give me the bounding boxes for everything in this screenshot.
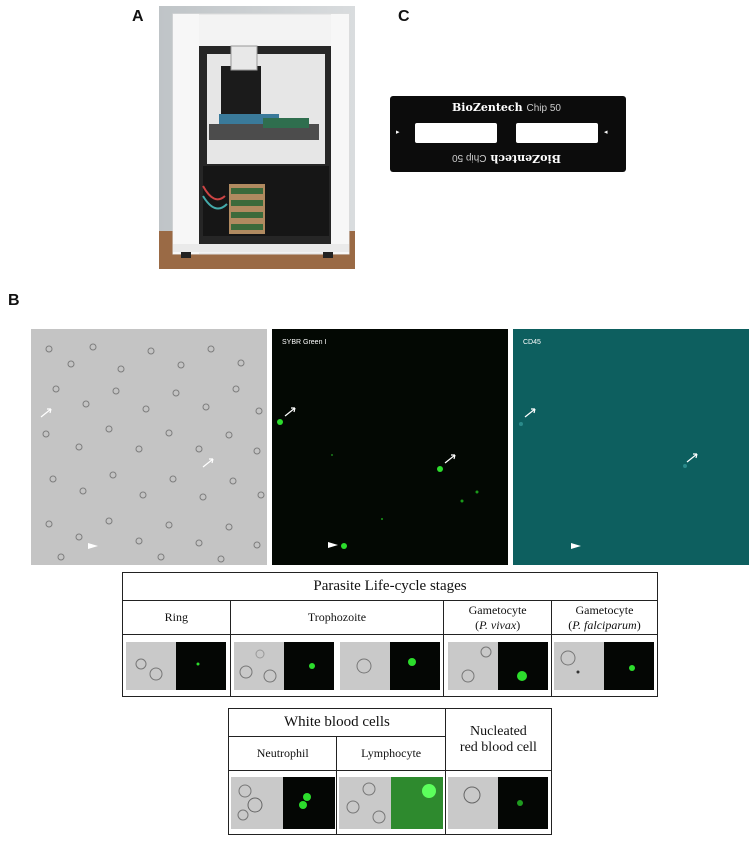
gametocyte-falciparum-fluorescence [604,641,655,690]
trophozoite-brightfield-1 [233,641,284,690]
header-gametocyte-falciparum: Gametocyte (P. falciparum) [550,600,659,635]
chip-brand-text-inverted: BioZentech [490,152,561,165]
gametocyte-falciparum-brightfield [554,641,605,690]
cd45-cells [519,408,698,549]
micrograph-sybr-green: SYBR Green I [272,329,508,565]
chip-brand-top: BioZentech Chip 50 [452,101,561,114]
chip-model-text: Chip 50 [526,103,561,114]
chip-brand-text: BioZentech [452,101,523,114]
lymphocyte-brightfield [339,776,392,829]
chip-window-left [415,123,497,143]
nrbc-images [444,770,553,835]
header-neutrophil: Neutrophil [227,736,338,771]
gametocyte-falciparum-images [550,634,659,697]
trophozoite-fluorescence-2 [389,641,440,690]
header-trophozoite: Trophozoite [229,600,445,635]
neutrophil-images [227,770,338,835]
gametocyte-vivax-fluorescence [497,641,548,690]
header-trophozoite-text: Trophozoite [307,610,367,624]
chip-arrow-left-icon: ▸ [396,129,400,136]
header-lymphocyte: Lymphocyte [336,736,446,771]
sybr-green-cells [277,407,479,549]
cd45-label: CD45 [523,339,541,346]
micrograph-brightfield [31,329,267,565]
nrbc-header: Nucleated red blood cell [444,708,553,771]
device-photo [159,6,355,269]
chip-arrow-right-icon: ◂ [604,129,608,136]
ring-brightfield [126,641,177,690]
chip-image: BioZentech Chip 50 ▸ ◂ BioZentech Chip 5… [390,96,626,172]
micrograph-cd45: CD45 [513,329,749,565]
header-gametocyte-vivax-line1: Gametocyte [468,602,527,617]
brightfield-cells [40,343,265,563]
chip-brand-bottom: BioZentech Chip 50 [452,152,561,165]
parasite-table-title: Parasite Life-cycle stages [122,572,658,601]
nrbc-header-line1: Nucleated [470,723,527,739]
panel-label-b: B [8,292,20,309]
panel-label-a: A [132,8,144,25]
gametocyte-vivax-images [443,634,552,697]
header-ring: Ring [122,600,231,635]
header-gametocyte-falciparum-species: P. falciparum [572,617,637,632]
parasite-table: Parasite Life-cycle stages Ring Trophozo… [122,572,659,697]
lymphocyte-fluorescence [391,776,444,829]
nrbc-brightfield [448,776,499,829]
sybr-green-label: SYBR Green I [282,339,327,346]
nrbc-header-line2: red blood cell [459,739,537,755]
header-gametocyte-falciparum-line1: Gametocyte [575,602,634,617]
panel-label-c: C [398,8,410,25]
trophozoite-brightfield-2 [339,641,390,690]
header-gametocyte-vivax-species: P. vivax [479,617,517,632]
device-photo-art [159,6,355,269]
neutrophil-brightfield [230,776,283,829]
header-gametocyte-vivax: Gametocyte (P. vivax) [443,600,552,635]
gametocyte-vivax-brightfield [447,641,498,690]
wbc-table-title: White blood cells [228,708,446,737]
wbc-table: White blood cells Nucleated red blood ce… [227,708,553,835]
header-ring-text: Ring [164,610,188,624]
ring-fluorescence [176,641,227,690]
nrbc-fluorescence [498,776,549,829]
trophozoite-fluorescence-1 [283,641,334,690]
chip-model-text-inverted: Chip 50 [452,152,487,163]
ring-images [122,634,231,697]
lymphocyte-images [336,770,446,835]
neutrophil-fluorescence [282,776,335,829]
trophozoite-images [229,634,445,697]
chip-window-right [516,123,598,143]
